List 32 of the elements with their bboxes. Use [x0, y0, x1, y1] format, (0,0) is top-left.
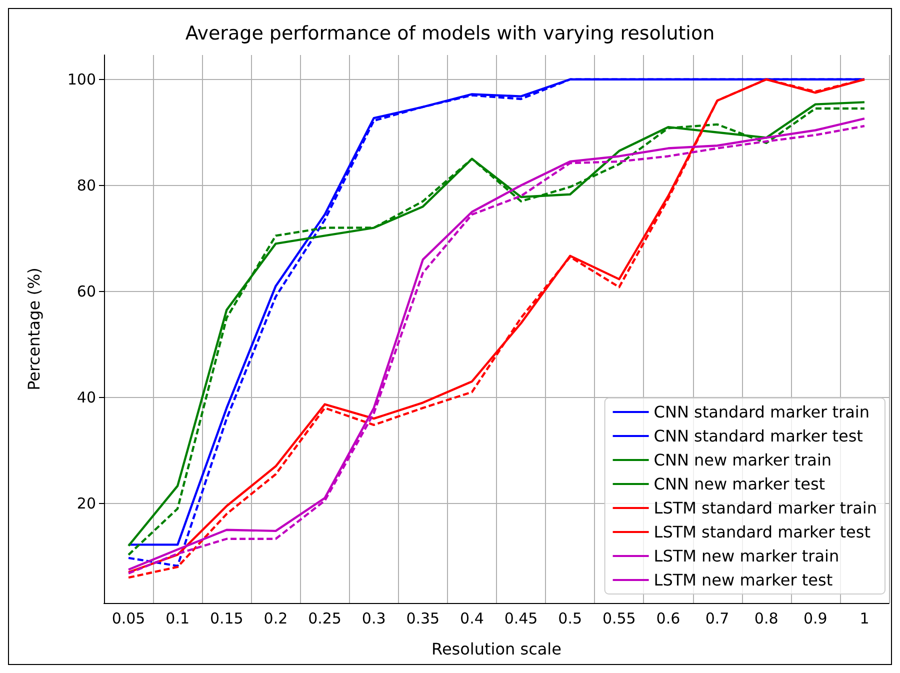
x-tick-label: 0.2	[264, 610, 288, 628]
x-tick-label: 0.6	[656, 610, 680, 628]
legend-label: CNN new marker test	[654, 474, 826, 494]
y-tick-label: 20	[76, 494, 96, 512]
legend-label: CNN standard marker test	[654, 426, 863, 446]
y-tick-label: 40	[76, 388, 96, 406]
x-tick-label: 0.15	[210, 610, 244, 628]
y-tick-label: 80	[76, 176, 96, 194]
legend-label: CNN new marker train	[654, 450, 832, 470]
y-tick-label: 100	[67, 70, 96, 88]
legend-label: LSTM new marker test	[654, 570, 833, 590]
x-tick-label: 0.3	[362, 610, 386, 628]
x-tick-label: 0.7	[705, 610, 730, 628]
x-tick-label: 0.25	[308, 610, 342, 628]
x-tick-label: 0.8	[754, 610, 778, 628]
chart-title: Average performance of models with varying resolution	[185, 22, 715, 44]
x-tick-label: 0.05	[112, 610, 146, 628]
x-tick-label: 0.9	[803, 610, 828, 628]
legend-label: CNN standard marker train	[654, 402, 870, 422]
x-axis-title: Resolution scale	[432, 640, 562, 658]
x-tick-label: 0.35	[406, 610, 440, 628]
legend-label: LSTM new marker train	[654, 546, 840, 566]
legend-label: LSTM standard marker test	[654, 522, 870, 542]
x-tick-label: 1	[860, 610, 870, 628]
x-tick-label: 0.5	[558, 610, 582, 628]
x-tick-label: 0.1	[166, 610, 190, 628]
x-tick-label: 0.45	[504, 610, 538, 628]
x-tick-label: 0.55	[602, 610, 636, 628]
y-axis-title: Percentage (%)	[24, 268, 44, 390]
x-tick-label: 0.4	[460, 610, 484, 628]
y-tick-label: 60	[76, 282, 96, 300]
legend-label: LSTM standard marker train	[654, 498, 877, 518]
